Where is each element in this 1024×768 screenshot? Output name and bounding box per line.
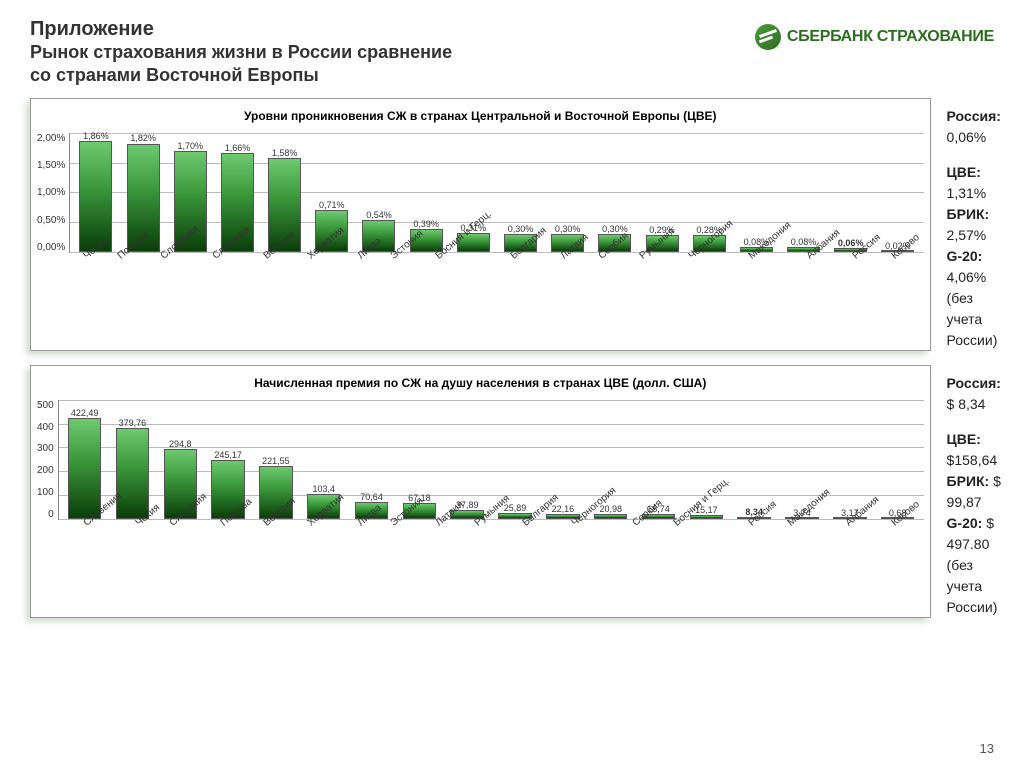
bar-value-label: 379,76	[119, 418, 147, 428]
chart-bar	[68, 418, 101, 519]
chart1-panel: Уровни проникновения СЖ в странах Центра…	[30, 98, 931, 351]
bar-wrap: 0,08%	[780, 133, 827, 252]
bar-value-label: 1,86%	[83, 131, 109, 141]
ytick: 1,00%	[37, 187, 65, 198]
stat-row: БРИК: 2,57%	[947, 204, 1001, 246]
stat-label: G-20:	[947, 248, 983, 264]
chart2-panel: Начисленная премия по СЖ на душу населен…	[30, 365, 931, 618]
stats2: Россия: $ 8,34ЦВЕ: $158,64БРИК: $ 99,87G…	[947, 365, 1001, 618]
chart-bar	[116, 428, 149, 518]
bar-wrap: 1,86%	[72, 133, 119, 252]
page-subtitle: Рынок страхования жизни в России сравнен…	[30, 41, 452, 88]
stat-label: БРИК:	[947, 473, 990, 489]
bar-value-label: 1,70%	[178, 141, 204, 151]
stat-row: G-20: 4,06%	[947, 246, 1001, 288]
ytick: 0,00%	[37, 242, 65, 253]
bar-value-label: 0,71%	[319, 200, 345, 210]
bar-value-label: 221,55	[262, 456, 290, 466]
ytick: 2,00%	[37, 133, 65, 144]
chart2-body: 500 400 300 200 100 0 422,49 379,76 294,8 245,17…	[37, 400, 924, 520]
bar-wrap: 0,54%	[355, 133, 402, 252]
ytick: 0	[48, 509, 54, 520]
ytick: 300	[37, 443, 54, 454]
bar-value-label: 0,54%	[366, 210, 392, 220]
stat-label: ЦВЕ:	[947, 164, 981, 180]
bar-value-label: 0,30%	[508, 224, 534, 234]
stats1: Россия: 0,06% ЦВЕ: 1,31%БРИК: 2,57%G-20: …	[947, 98, 1001, 351]
sberbank-logo: СБЕРБАНК СТРАХОВАНИЕ	[755, 18, 994, 50]
stat-label: Россия:	[947, 108, 1001, 124]
chart2-title: Начисленная премия по СЖ на душу населен…	[37, 376, 924, 390]
bar-value-label: 1,58%	[272, 148, 298, 158]
chart2-xaxis: СловенияЧехияСловакияПольшаВенгрияХорват…	[37, 524, 924, 535]
bar-wrap: 37,89	[443, 400, 491, 519]
stat-row: ЦВЕ: 1,31%	[947, 162, 1001, 204]
stat-row: ЦВЕ: $158,64	[947, 429, 1001, 471]
bar-wrap: 0,30%	[591, 133, 638, 252]
chart1-body: 2,00% 1,50% 1,00% 0,50% 0,00% 1,86% 1,82% 1,70…	[37, 133, 924, 253]
chart2-yaxis: 500 400 300 200 100 0	[37, 400, 58, 520]
bar-value-label: 1,66%	[225, 143, 251, 153]
bar-wrap: 422,49	[61, 400, 109, 519]
section-chart1: Уровни проникновения СЖ в странах Центра…	[0, 98, 1024, 365]
chart-bar	[690, 515, 723, 519]
section-chart2: Начисленная премия по СЖ на душу населен…	[0, 365, 1024, 632]
bar-wrap: 70,64	[348, 400, 396, 519]
stat-note: (без учета России)	[947, 288, 1001, 351]
chart1-xaxis: ЧехияПольшаСловенияСловакияВенгрияХорват…	[37, 257, 924, 268]
bar-value-label: 1,82%	[130, 133, 156, 143]
chart1-yaxis: 2,00% 1,50% 1,00% 0,50% 0,00%	[37, 133, 69, 253]
ytick: 0,50%	[37, 215, 65, 226]
ytick: 1,50%	[37, 160, 65, 171]
bar-value-label: 70,64	[360, 492, 383, 502]
chart1-title: Уровни проникновения СЖ в странах Центра…	[37, 109, 924, 123]
stat-row: G-20: $ 497.80	[947, 513, 1001, 555]
chart-bar	[594, 514, 627, 519]
stat-note: (без учета России)	[947, 555, 1001, 618]
title-block: Приложение Рынок страхования жизни в Рос…	[30, 18, 452, 88]
bar-value-label: 294,8	[169, 439, 192, 449]
chart-bar	[79, 141, 112, 252]
ytick: 200	[37, 465, 54, 476]
stat-row: Россия: 0,06%	[947, 106, 1001, 148]
logo-text: СБЕРБАНК СТРАХОВАНИЕ	[787, 28, 994, 46]
bar-value-label: 245,17	[214, 450, 242, 460]
stat-row: БРИК: $ 99,87	[947, 471, 1001, 513]
ytick: 100	[37, 487, 54, 498]
sberbank-icon	[755, 24, 781, 50]
stat-row: Россия: $ 8,34	[947, 373, 1001, 415]
bar-value-label: 0,30%	[555, 224, 581, 234]
stat-label: БРИК:	[947, 206, 990, 222]
page-title: Приложение	[30, 18, 452, 41]
stat-label: ЦВЕ:	[947, 431, 981, 447]
page-number: 13	[980, 741, 994, 756]
bar-value-label: 103,4	[312, 484, 335, 494]
stat-label: Россия:	[947, 375, 1001, 391]
ytick: 500	[37, 400, 54, 411]
stat-label: G-20:	[947, 515, 983, 531]
ytick: 400	[37, 422, 54, 433]
header: Приложение Рынок страхования жизни в Рос…	[0, 0, 1024, 98]
bar-value-label: 0,39%	[413, 219, 439, 229]
bar-value-label: 422,49	[71, 408, 99, 418]
